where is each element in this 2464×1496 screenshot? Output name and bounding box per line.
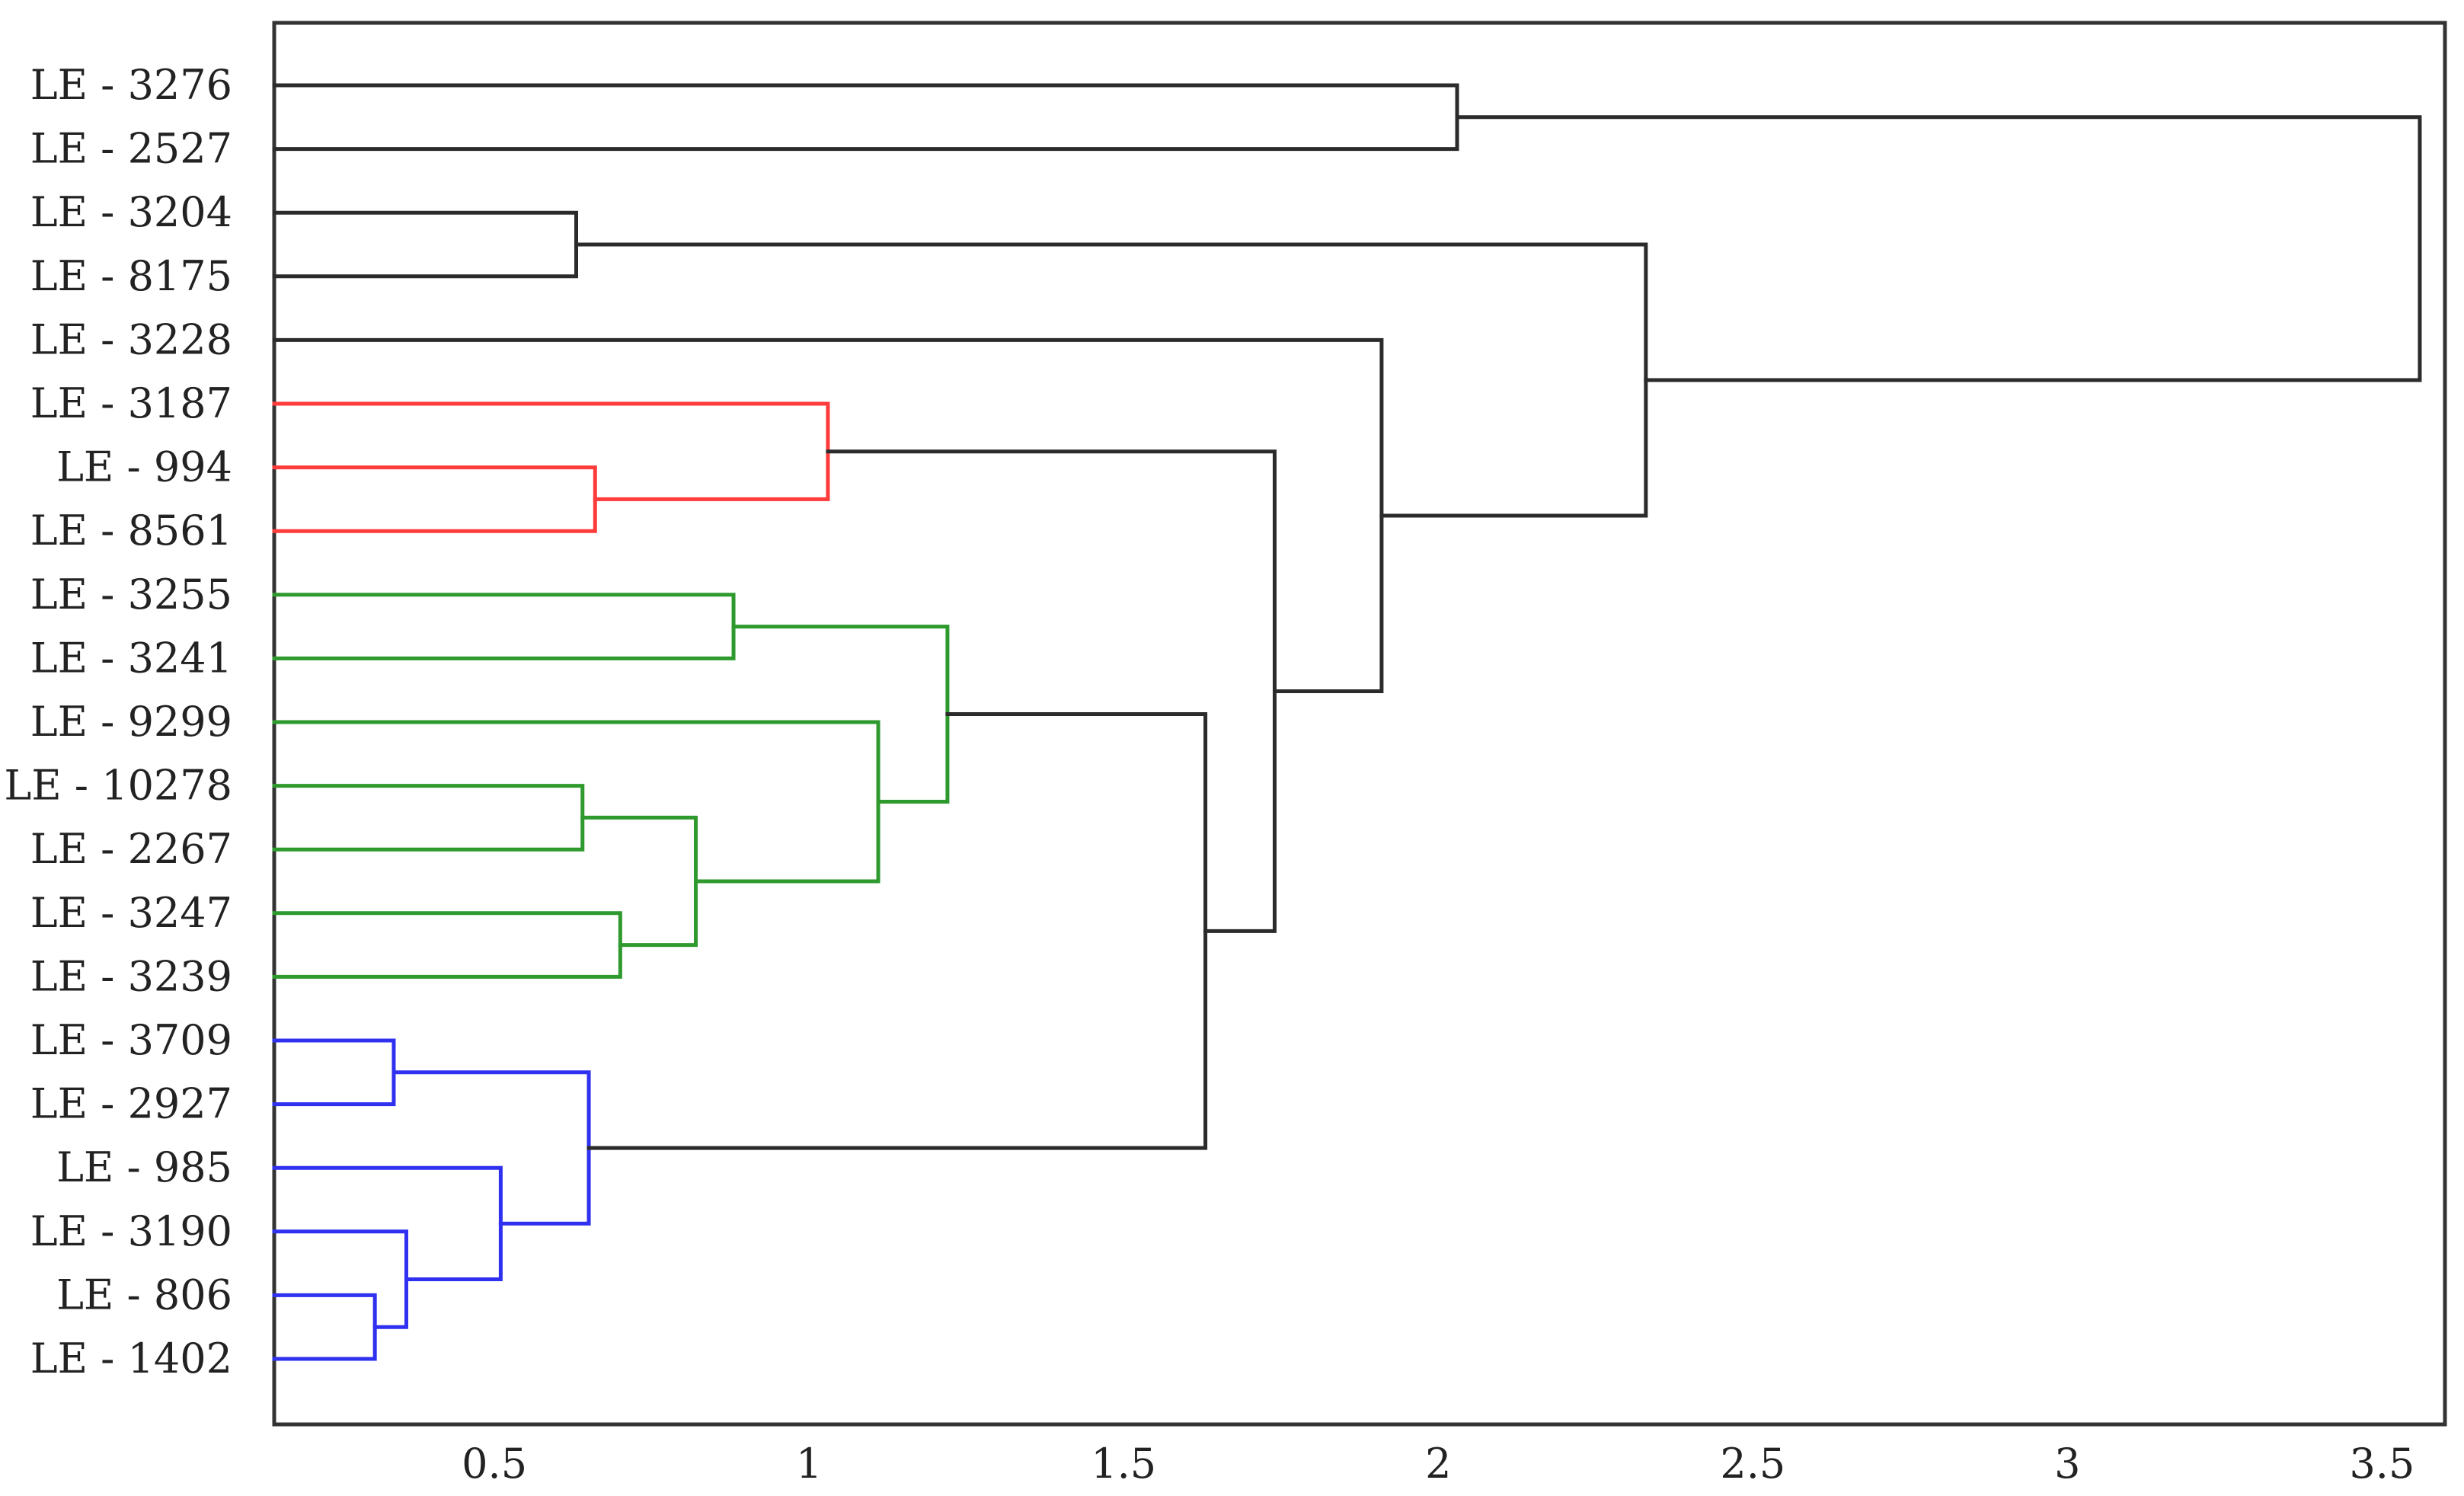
x-tick-label: 1	[796, 1440, 822, 1488]
branch-n20	[1455, 115, 2422, 382]
x-tick-label: 0.5	[462, 1440, 527, 1488]
branch-n19	[574, 242, 1648, 518]
branch-n16	[586, 712, 1208, 1150]
leaf-label: LE - 9299	[30, 698, 232, 746]
branch-n14	[272, 1165, 503, 1281]
branch-n11	[272, 1038, 396, 1107]
leaf-label: LE - 3255	[30, 571, 232, 619]
branch-n4	[272, 401, 830, 501]
leaf-label: LE - 2927	[30, 1080, 232, 1128]
leaf-label: LE - 3276	[30, 61, 232, 109]
branch-n13	[272, 1229, 408, 1329]
leaf-label: LE - 1402	[30, 1335, 232, 1383]
branch-n9	[272, 720, 880, 884]
branch-n12	[272, 1293, 377, 1361]
leaf-label: LE - 994	[56, 443, 232, 491]
x-tick-label: 2	[1425, 1440, 1451, 1488]
leaf-label: LE - 2267	[30, 825, 232, 873]
leaf-label: LE - 3239	[30, 952, 232, 1000]
x-tick-label: 2.5	[1720, 1440, 1785, 1488]
branch-n5	[272, 593, 736, 660]
leaf-label: LE - 3228	[30, 315, 232, 363]
leaf-label: LE - 10278	[4, 762, 232, 810]
leaf-label: LE - 3190	[30, 1207, 232, 1255]
branch-n10	[731, 625, 950, 804]
leaf-label: LE - 3247	[30, 889, 232, 937]
leaf-label: LE - 806	[56, 1271, 232, 1319]
branch-n3	[272, 465, 597, 533]
branch-n7	[272, 911, 622, 979]
leaf-label: LE - 2527	[30, 125, 232, 173]
branch-n8	[580, 815, 698, 948]
leaf-label: LE - 3187	[30, 379, 232, 427]
leaf-label: LE - 8561	[30, 507, 232, 555]
branch-lines	[272, 83, 2422, 1361]
branch-n2	[272, 210, 579, 279]
leaf-label: LE - 3709	[30, 1016, 232, 1064]
x-tick-label: 3	[2054, 1440, 2080, 1488]
leaf-label: LE - 985	[56, 1143, 232, 1191]
x-tick-label: 3.5	[2349, 1440, 2414, 1488]
branch-n17	[826, 449, 1277, 933]
branch-n6	[272, 784, 585, 852]
branch-n18	[272, 337, 1384, 694]
leaf-label: LE - 8175	[30, 252, 232, 300]
leaf-label: LE - 3204	[30, 188, 232, 236]
leaf-labels: LE - 3276 LE - 2527 LE - 3204 LE - 8175 LE -…	[4, 61, 232, 1383]
x-axis: 0.5 1 1.5 2 2.5 3 3.5	[462, 1440, 2414, 1488]
branch-n1	[272, 83, 1459, 152]
branch-n15	[391, 1070, 591, 1226]
leaf-label: LE - 3241	[30, 634, 232, 682]
x-tick-label: 1.5	[1091, 1440, 1156, 1488]
